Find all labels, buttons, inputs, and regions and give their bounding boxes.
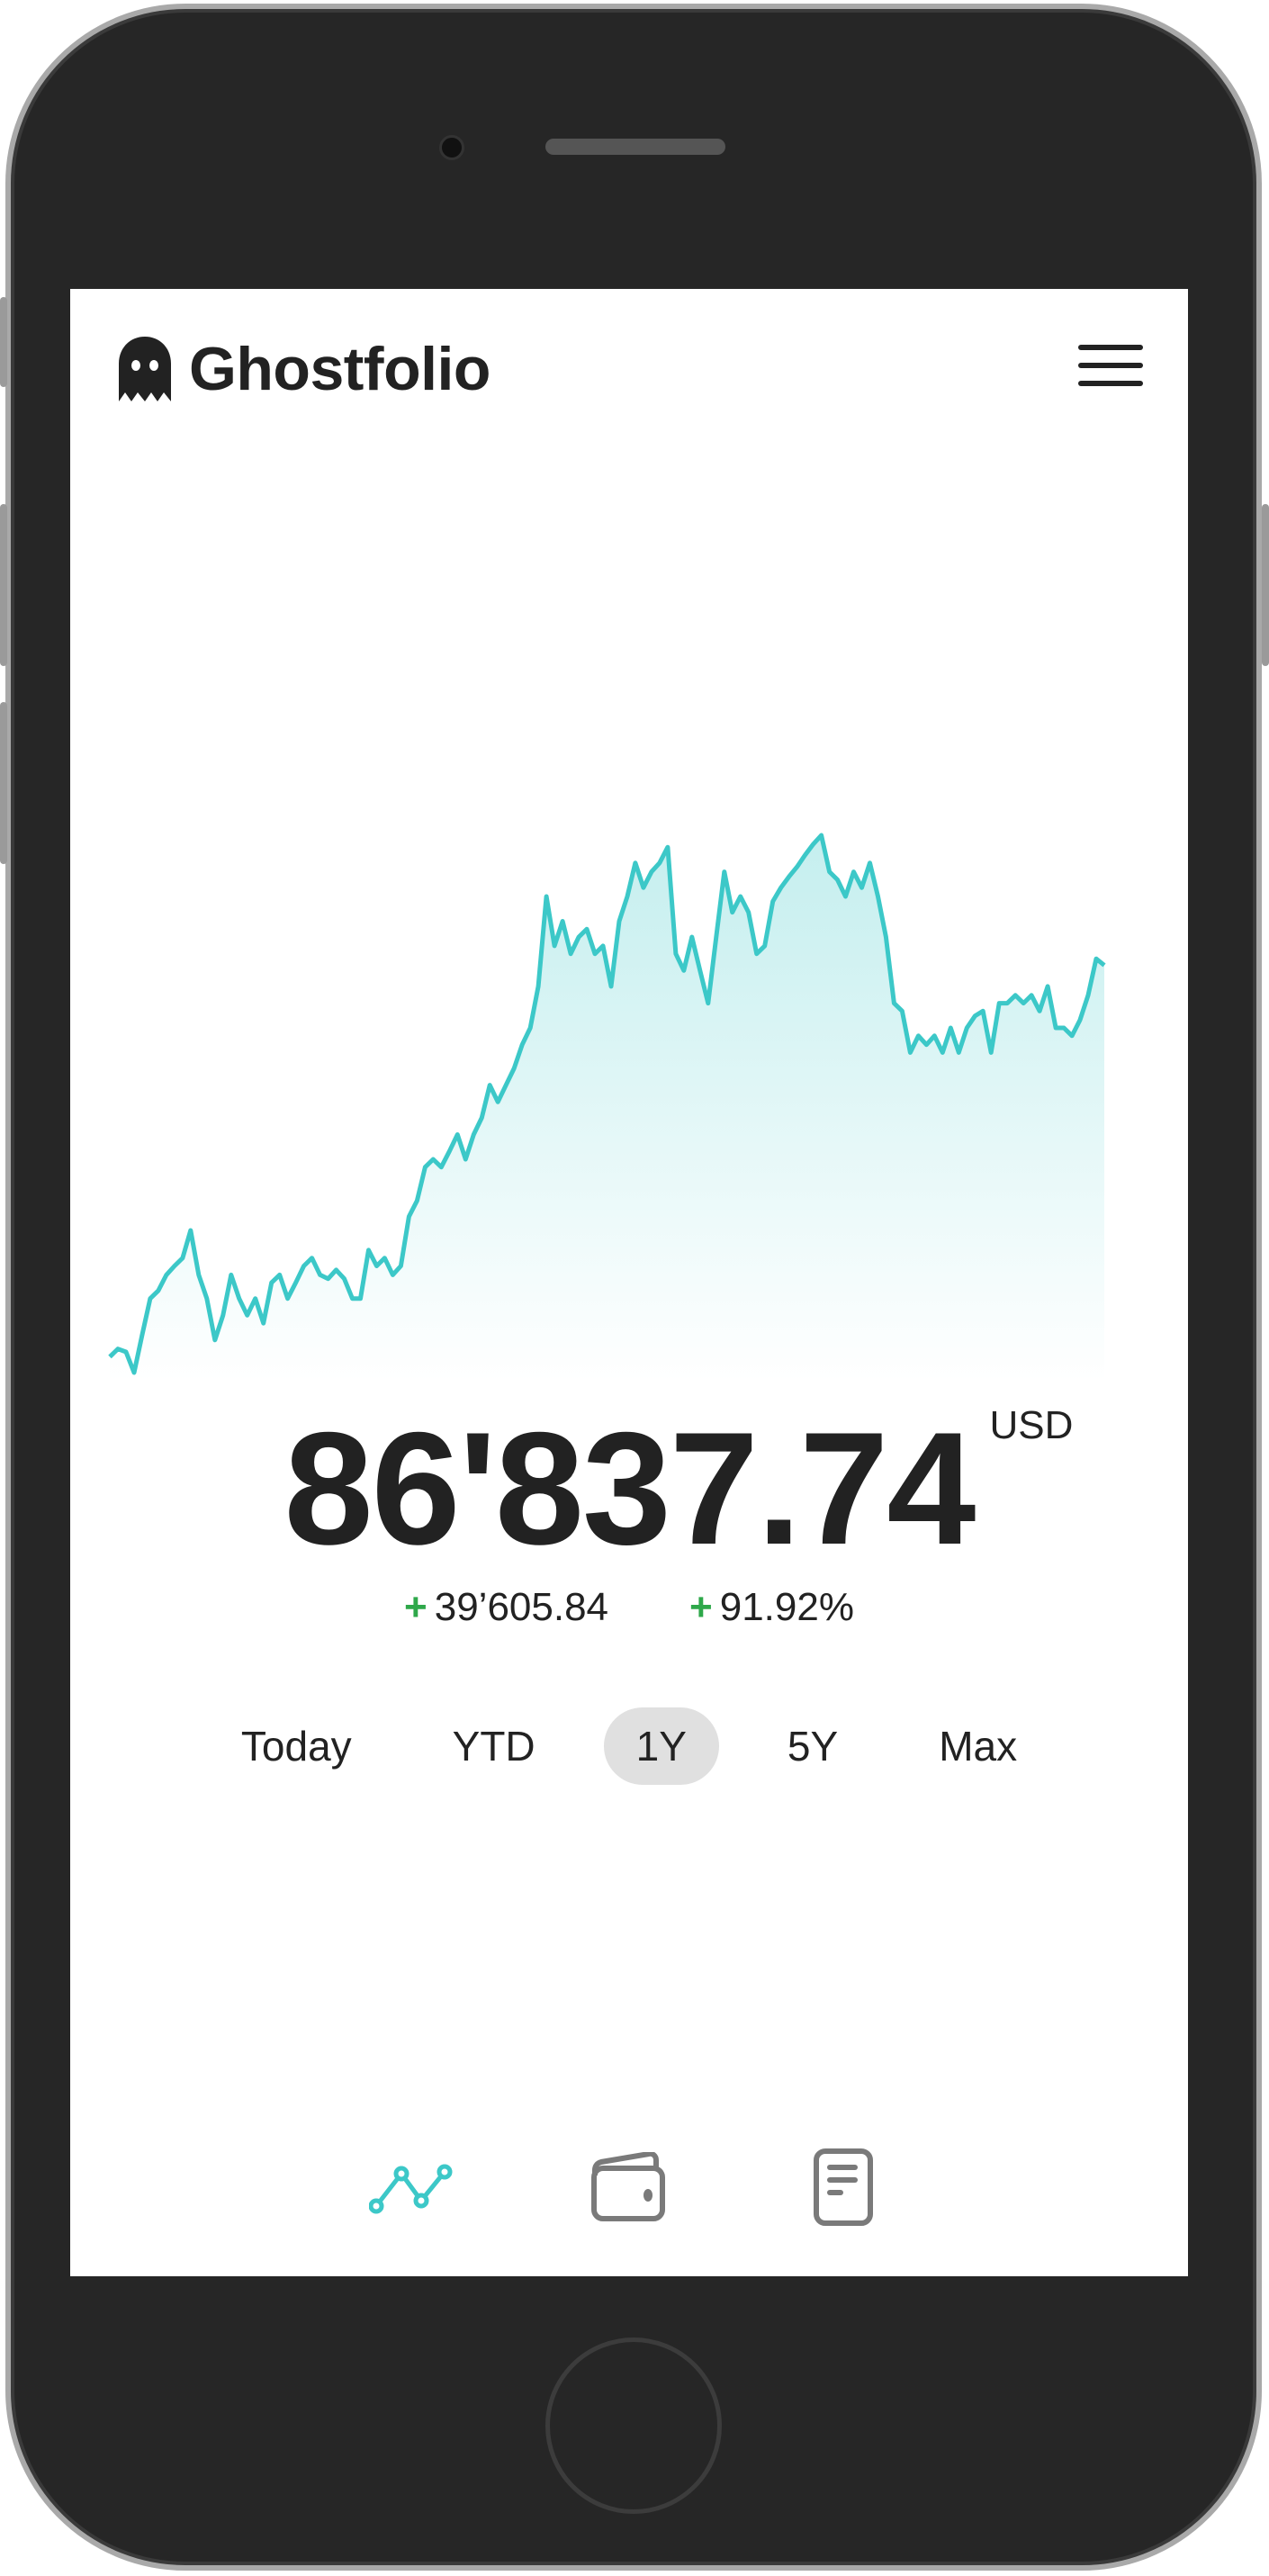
ghost-icon bbox=[119, 337, 171, 401]
wallet-icon bbox=[591, 2152, 665, 2221]
portfolio-value: 86'837.74 USD bbox=[284, 1399, 1074, 1578]
range-ytd[interactable]: YTD bbox=[452, 1723, 536, 1770]
volume-down-button bbox=[0, 702, 7, 864]
range-1y[interactable]: 1Y bbox=[603, 1707, 719, 1785]
date-range-selector: Today YTD 1Y 5Y Max bbox=[70, 1707, 1188, 1785]
nav-analysis[interactable] bbox=[367, 2143, 457, 2233]
bottom-navigation bbox=[70, 2143, 1188, 2242]
portfolio-value-container: 86'837.74 USD bbox=[70, 1396, 1188, 1581]
app-screen: Ghostfolio 86'837.74 USD +39’605.84 +91.9… bbox=[70, 289, 1188, 2276]
chart-area-fill bbox=[110, 835, 1104, 1382]
mute-switch bbox=[0, 297, 7, 387]
nav-activities[interactable] bbox=[799, 2143, 889, 2233]
range-today[interactable]: Today bbox=[240, 1723, 352, 1770]
document-icon bbox=[814, 2148, 873, 2226]
change-absolute: +39’605.84 bbox=[404, 1585, 609, 1629]
app-logo[interactable]: Ghostfolio bbox=[119, 334, 490, 404]
speaker-grille bbox=[545, 139, 725, 155]
range-5y[interactable]: 5Y bbox=[787, 1723, 839, 1770]
front-camera bbox=[439, 135, 464, 160]
change-percent: +91.92% bbox=[689, 1585, 854, 1629]
chart-series-line bbox=[108, 833, 1106, 1375]
volume-up-button bbox=[0, 504, 7, 666]
power-button bbox=[1262, 504, 1269, 666]
home-button[interactable] bbox=[545, 2337, 722, 2514]
app-title: Ghostfolio bbox=[189, 335, 490, 403]
hamburger-menu-icon[interactable] bbox=[1078, 343, 1145, 388]
performance-changes: +39’605.84 +91.92% bbox=[70, 1585, 1188, 1630]
analysis-chart-icon bbox=[369, 2164, 453, 2214]
nav-holdings[interactable] bbox=[583, 2143, 673, 2233]
currency-label: USD bbox=[989, 1403, 1074, 1447]
performance-chart bbox=[108, 833, 1106, 1382]
range-max[interactable]: Max bbox=[939, 1723, 1018, 1770]
